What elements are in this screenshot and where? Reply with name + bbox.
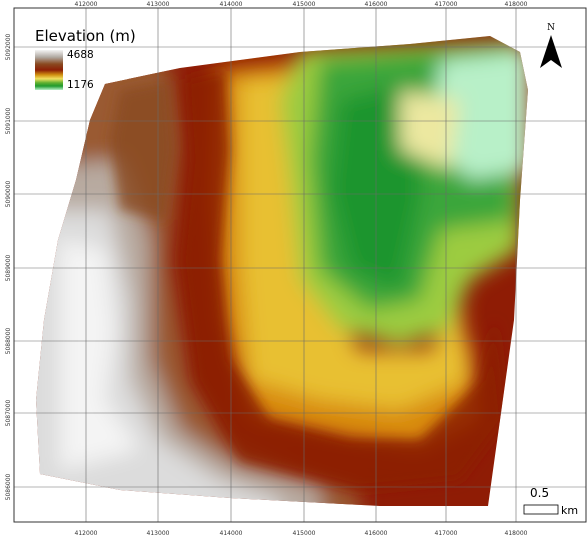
- scale-unit-label: km: [561, 504, 578, 517]
- scale-bar: 0.5 km: [523, 486, 578, 517]
- x-tick-label: 417000: [435, 530, 458, 537]
- x-tick-labels-top: 412000 413000 414000 415000 416000 41700…: [75, 1, 528, 8]
- x-tick-label: 417000: [435, 1, 458, 8]
- x-tick-label: 418000: [505, 1, 528, 8]
- y-tick-label: 5087000: [5, 399, 12, 426]
- y-tick-label: 5091000: [5, 107, 12, 134]
- elevation-legend: Elevation (m) 4688 1176: [35, 27, 136, 91]
- map-frame: [13, 7, 587, 523]
- x-tick-label: 413000: [147, 530, 170, 537]
- coordinate-grid: [14, 8, 586, 522]
- x-tick-label: 415000: [293, 1, 316, 8]
- x-tick-labels-bottom: 412000 413000 414000 415000 416000 41700…: [75, 530, 528, 537]
- y-tick-label: 5089000: [5, 254, 12, 281]
- legend-title: Elevation (m): [35, 27, 136, 45]
- legend-min-label: 1176: [67, 79, 94, 91]
- x-tick-label: 416000: [365, 530, 388, 537]
- x-tick-label: 415000: [293, 530, 316, 537]
- y-tick-label: 5086000: [5, 473, 12, 500]
- x-tick-label: 412000: [75, 530, 98, 537]
- scale-bar-box: [523, 504, 559, 515]
- north-arrow-icon: [540, 35, 562, 68]
- legend-color-ramp: [35, 50, 63, 90]
- x-tick-label: 416000: [365, 1, 388, 8]
- scale-distance-label: 0.5: [530, 486, 549, 500]
- x-tick-label: 414000: [220, 530, 243, 537]
- x-tick-label: 413000: [147, 1, 170, 8]
- x-tick-label: 412000: [75, 1, 98, 8]
- x-tick-label: 418000: [505, 530, 528, 537]
- y-tick-label: 5090000: [5, 180, 12, 207]
- legend-max-label: 4688: [67, 49, 94, 61]
- x-tick-label: 414000: [220, 1, 243, 8]
- y-tick-label: 5092000: [5, 33, 12, 60]
- north-label: N: [547, 23, 555, 33]
- y-tick-label: 5088000: [5, 327, 12, 354]
- north-arrow: N: [540, 23, 562, 68]
- y-tick-labels: 5092000 5091000 5090000 5089000 5088000 …: [5, 33, 12, 500]
